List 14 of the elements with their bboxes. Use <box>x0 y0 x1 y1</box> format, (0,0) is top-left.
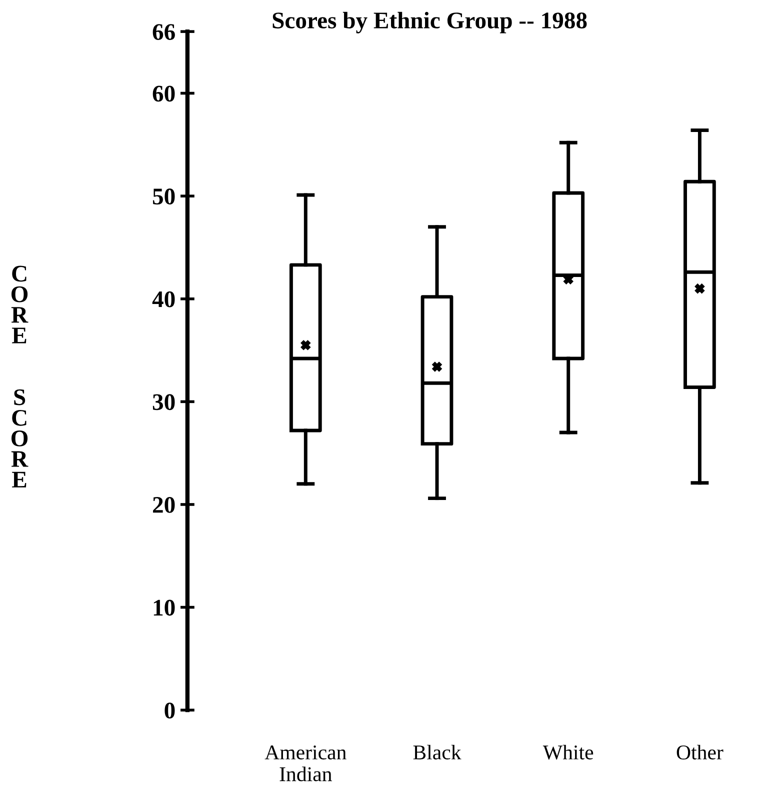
chart-title: Scores by Ethnic Group -- 1988 <box>272 12 587 34</box>
x-tick-label: Black <box>413 744 462 760</box>
x-tick-label: Other <box>676 744 724 760</box>
x-tick-label: White <box>542 744 594 760</box>
y-tick-label: 40 <box>152 291 175 308</box>
x-tick-label: American Indian <box>264 745 346 782</box>
y-tick-label: 66 <box>152 24 175 40</box>
y-tick-label: 60 <box>152 86 175 102</box>
y-tick-label: 30 <box>152 394 175 410</box>
y-tick-label: 10 <box>154 600 175 616</box>
y-tick-label: 0 <box>164 702 175 719</box>
y-tick-label: 20 <box>153 496 175 513</box>
text: CORE SCORE <box>11 266 28 488</box>
y-tick-label: 50 <box>152 188 175 204</box>
